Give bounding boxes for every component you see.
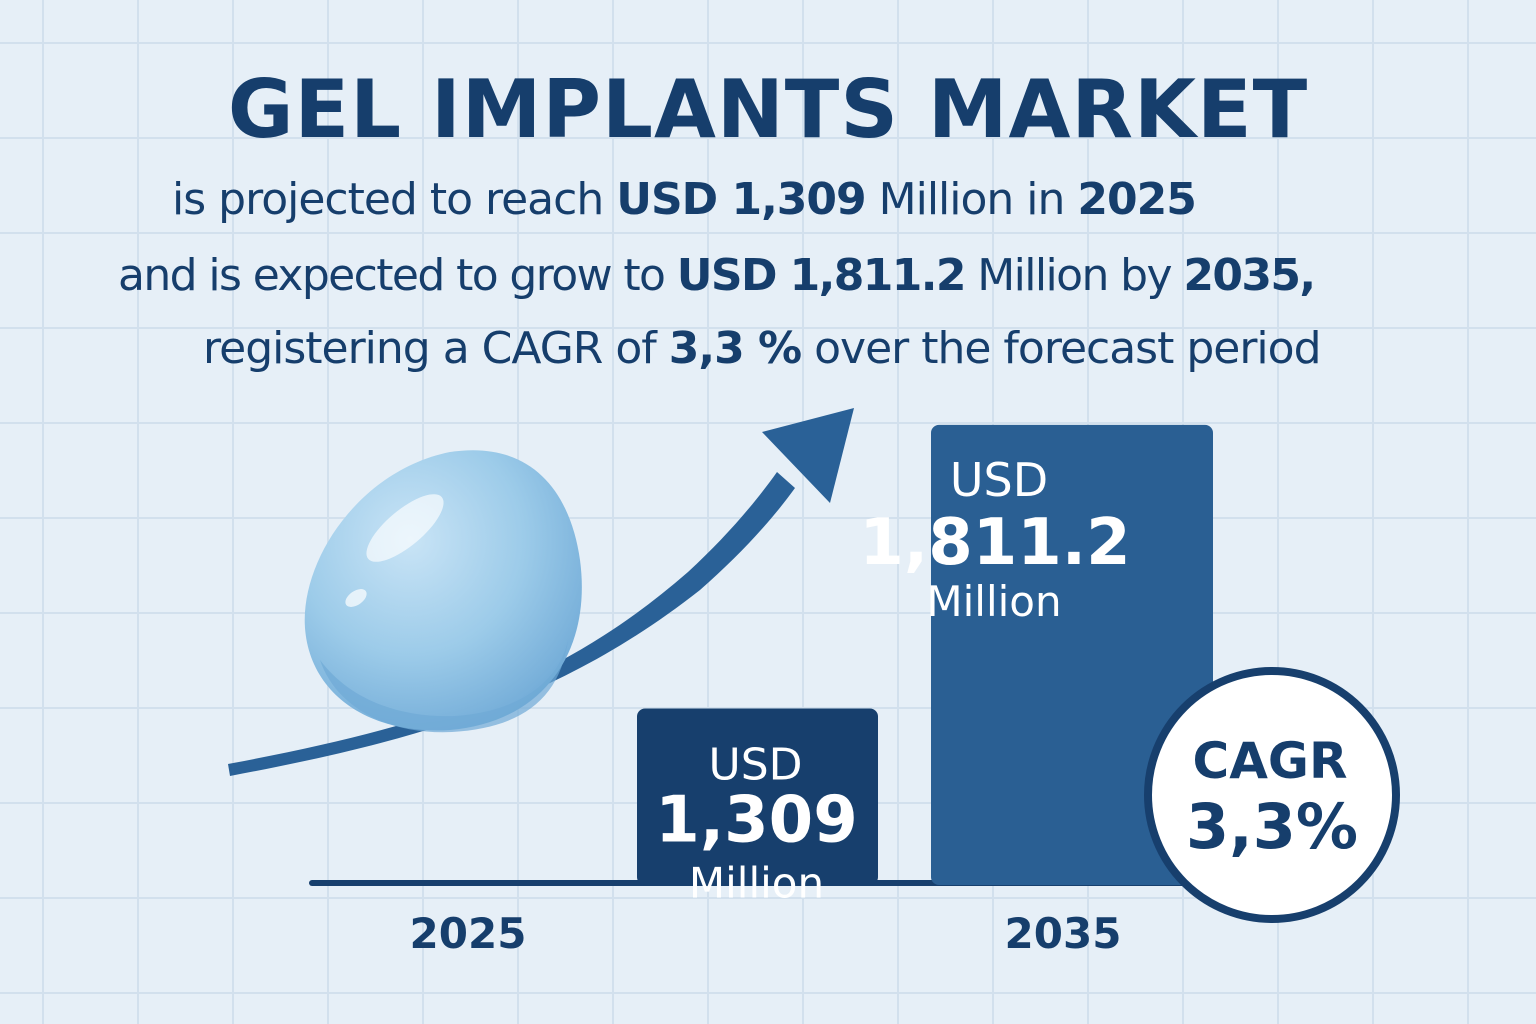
summary-highlight: 2035, — [1183, 250, 1316, 301]
summary-line-2: and is expected to grow to USD 1,811.2 M… — [118, 254, 1316, 298]
category-label-2025: 2025 — [410, 909, 527, 958]
summary-line-1: is projected to reach USD 1,309 Million … — [172, 178, 1197, 222]
summary-text: over the forecast period — [801, 323, 1321, 374]
gel-implant-illustration — [304, 450, 582, 733]
cagr-badge: CAGR 3,3% — [1144, 667, 1400, 923]
cagr-circle — [1144, 667, 1400, 923]
bar-2025 — [637, 708, 878, 885]
summary-highlight: 3,3 % — [668, 323, 802, 374]
bar-2025-prefix: USD — [708, 740, 802, 791]
cagr-value: 3,3% — [1186, 790, 1358, 863]
bar-2035-value: 1,811.2 — [859, 506, 1130, 580]
bar-2025-value: 1,309 — [655, 784, 857, 858]
bar-2035 — [931, 424, 1213, 885]
bar-2025-suffix: Million — [689, 859, 824, 908]
summary-highlight: 2025 — [1077, 174, 1196, 225]
summary-text: Million by — [964, 250, 1184, 301]
bar-2035-suffix: Million — [926, 577, 1061, 626]
summary-text: Million in — [865, 174, 1078, 225]
summary-text: is projected to reach — [172, 174, 617, 225]
summary-line-3: registering a CAGR of 3,3 % over the for… — [203, 327, 1322, 371]
summary-text: and is expected to grow to — [118, 250, 677, 301]
category-label-2035: 2035 — [1005, 909, 1122, 958]
trend-arrow-icon — [228, 408, 854, 776]
summary-highlight: USD 1,811.2 — [676, 250, 967, 301]
bar-2035-prefix: USD — [950, 453, 1048, 507]
summary-highlight: USD 1,309 — [616, 174, 866, 225]
cagr-label: CAGR — [1193, 732, 1348, 790]
page-title: GEL IMPLANTS MARKET — [227, 63, 1309, 156]
summary-text: registering a CAGR of — [203, 323, 669, 374]
